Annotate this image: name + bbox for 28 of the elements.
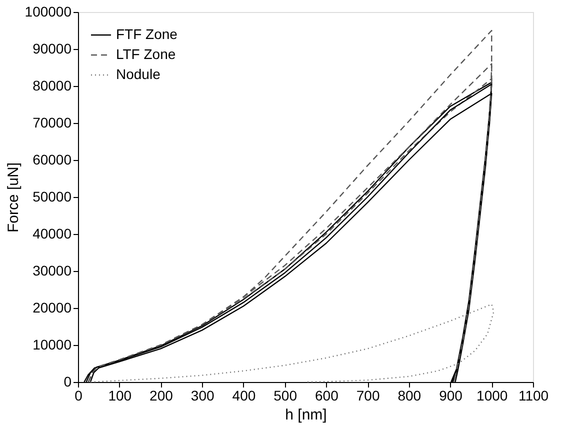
y-tick-label: 60000 (32, 152, 72, 168)
x-tick-label: 1100 (518, 388, 549, 404)
y-tick-label: 30000 (32, 262, 72, 278)
y-tick-label: 100000 (24, 4, 72, 20)
x-tick-label: 500 (274, 388, 298, 404)
y-tick-label: 50000 (32, 188, 72, 204)
x-tick-label: 900 (439, 388, 463, 404)
x-tick-label: 400 (232, 388, 256, 404)
y-tick-label: 20000 (32, 300, 72, 316)
x-tick-label: 800 (398, 388, 422, 404)
y-tick-label: 40000 (32, 226, 72, 242)
x-tick-label: 1000 (476, 388, 508, 404)
x-tick-label: 300 (190, 388, 214, 404)
y-tick-label: 90000 (32, 40, 72, 56)
x-tick-label: 100 (108, 388, 132, 404)
y-tick-label: 10000 (32, 336, 72, 352)
legend-label: FTF Zone (116, 26, 178, 42)
x-tick-label: 600 (315, 388, 339, 404)
x-tick-label: 700 (356, 388, 380, 404)
y-tick-label: 0 (64, 374, 72, 390)
legend-label: Nodule (116, 66, 161, 82)
y-tick-label: 70000 (32, 114, 72, 130)
y-axis-title: Force [uN] (4, 162, 22, 233)
legend-label: LTF Zone (116, 46, 176, 62)
x-axis-title: h [nm] (285, 406, 327, 424)
x-tick-label: 200 (150, 388, 174, 404)
y-tick-label: 80000 (32, 78, 72, 94)
x-tick-label: 0 (74, 388, 83, 404)
